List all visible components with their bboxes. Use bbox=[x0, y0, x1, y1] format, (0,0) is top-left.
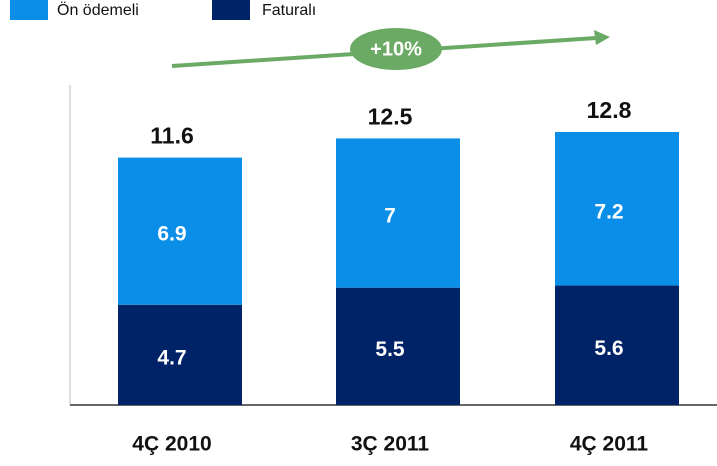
value-label: 5.5 bbox=[375, 338, 405, 361]
value-label: 7 bbox=[384, 205, 396, 228]
legend-swatch bbox=[212, 0, 250, 20]
bar-segment bbox=[336, 138, 460, 288]
arrow-head bbox=[594, 30, 610, 45]
legend-label: Ön ödemeli bbox=[57, 1, 139, 19]
legend-swatch bbox=[10, 0, 48, 20]
value-label: 6.9 bbox=[157, 223, 186, 246]
total-label: 11.6 bbox=[150, 123, 194, 149]
value-label: 4.7 bbox=[157, 346, 186, 369]
x-tick-label: 4Ç 2011 bbox=[570, 433, 649, 456]
bar-segment bbox=[336, 287, 460, 405]
value-label: 7.2 bbox=[594, 200, 623, 223]
total-label: 12.8 bbox=[587, 97, 632, 123]
x-tick-label: 4Ç 2010 bbox=[132, 433, 211, 456]
total-label: 12.5 bbox=[368, 103, 413, 129]
bar-segment bbox=[118, 157, 242, 305]
bar-segment bbox=[555, 132, 679, 286]
annotation: +10% bbox=[370, 38, 422, 60]
bar-segment bbox=[118, 304, 242, 405]
annotation-badge bbox=[350, 28, 442, 70]
bar-segment bbox=[555, 285, 679, 405]
legend-label: Faturalı bbox=[262, 2, 316, 19]
x-tick-label: 3Ç 2011 bbox=[351, 433, 430, 456]
value-label: 5.6 bbox=[594, 337, 623, 360]
